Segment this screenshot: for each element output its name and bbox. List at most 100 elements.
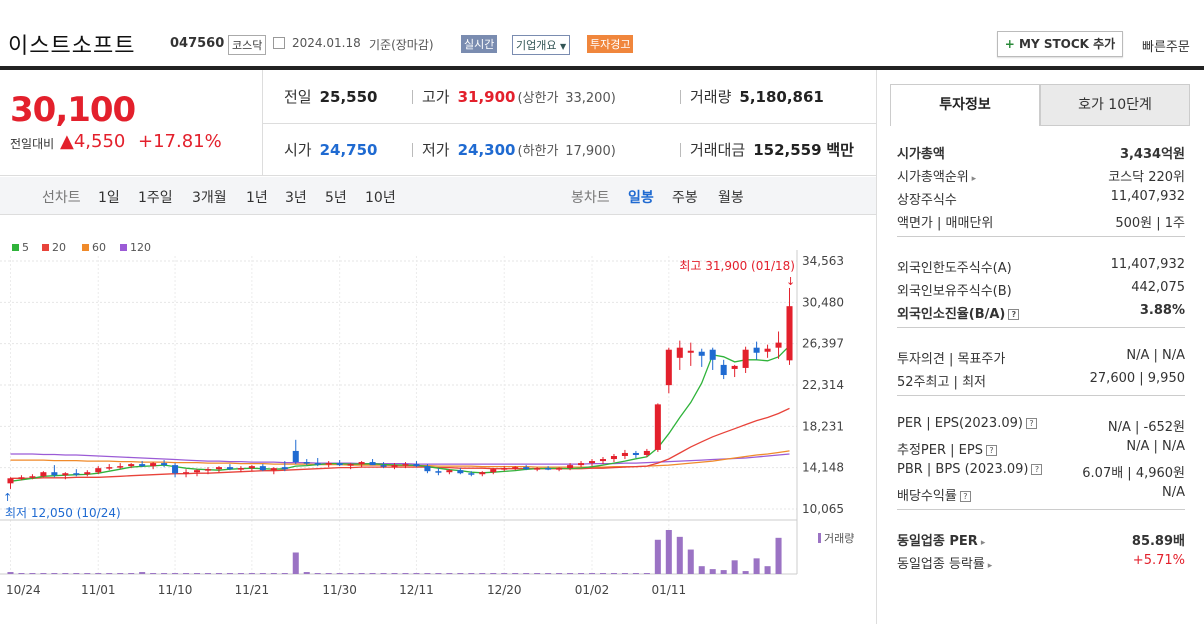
lower-limit-label: (하한가 [517,144,559,159]
amount-unit: 백만 [826,141,854,159]
volume-bar [501,573,508,575]
volume-bar [588,573,596,575]
candle-body [775,342,782,348]
candle-weekly[interactable]: 주봉 [672,190,698,206]
candle-body [391,465,398,467]
company-overview-dropdown[interactable]: 기업개요 ▼ [512,35,571,55]
candle-body [226,467,233,470]
y-tick-label: 14,148 [802,461,844,475]
volume-bar [128,573,135,575]
candle-body [106,467,113,469]
volume-bar [7,572,14,574]
help-icon[interactable]: ? [985,445,997,456]
plus-icon: + [1004,37,1015,51]
period-1w[interactable]: 1주일 [138,190,173,206]
volume-bar [314,573,321,575]
candle-body [512,467,519,469]
volume-bar [325,573,332,575]
volume-bar [731,560,738,574]
change-value: ▲4,550 [60,131,125,152]
legend-swatch [82,244,89,251]
quick-order-link[interactable]: 빠른주문 [1142,40,1190,55]
amount-label: 거래대금 [690,141,746,159]
volume-bar [150,573,157,575]
volume-bar [292,552,299,574]
low-value: 24,300 [457,141,516,159]
candle-body [764,348,771,352]
volume-bar [172,573,179,575]
volume-bar [84,573,91,575]
realtime-badge[interactable]: 실시간 [461,35,498,53]
info-value: 11,407,932 [1110,189,1185,204]
candle-body [128,464,135,467]
info-value: 27,600 | 9,950 [1089,371,1185,386]
separator [680,90,681,104]
help-icon[interactable]: ? [1008,309,1020,320]
candle-body [665,349,672,386]
volume-bar [18,573,25,575]
volume-bar [215,573,222,575]
volume-bar [336,573,343,575]
candle-body [742,349,749,368]
candle-monthly[interactable]: 월봉 [718,190,744,206]
high-annotation: 최고 31,900 (01/18) [679,259,795,273]
lower-limit-value: 17,900) [565,144,616,159]
info-key: PER | EPS(2023.09)? [897,416,1037,431]
period-10y[interactable]: 10년 [365,190,396,206]
volume-bar [599,573,607,575]
info-row: PER | EPS(2023.09)? N/A | -652원 [897,413,1185,436]
period-1y[interactable]: 1년 [246,190,268,206]
candle-body [117,466,124,468]
candle-body [457,470,464,474]
tab-order-book[interactable]: 호가 10단계 [1040,84,1190,126]
period-1d[interactable]: 1일 [98,190,120,206]
volume-bar [654,539,661,574]
legend-swatch [120,244,127,251]
arrow-right-icon: ▸ [984,561,993,571]
candle-body [73,473,80,475]
separator [412,90,413,104]
info-row[interactable]: 시가총액순위 ▸ 코스닥 220위 [897,163,1185,186]
candle-body [292,450,299,463]
candle-body [183,472,190,474]
help-icon[interactable]: ? [959,491,971,502]
arrow-right-icon: ▸ [977,538,986,548]
candle-body [402,464,409,466]
info-row[interactable]: 동일업종 PER ▸ 85.89배 [897,527,1185,550]
help-icon[interactable]: ? [1025,418,1037,429]
candle-daily[interactable]: 일봉 [628,190,654,206]
candle-body [237,468,244,470]
candle-body [523,467,530,470]
info-row[interactable]: 동일업종 등락률 ▸ +5.71% [897,550,1185,573]
candle-body [150,463,157,467]
info-key: 외국인한도주식수(A) [897,261,1012,276]
candle-body [215,467,222,470]
volume-bar [237,573,244,575]
add-my-stock-button[interactable]: + MY STOCK 추가 [997,31,1123,57]
candle-body [720,364,727,376]
volume-bar [73,573,80,575]
candle-body [753,347,760,353]
y-tick-label: 30,480 [802,295,844,309]
x-tick-label: 12/20 [487,583,522,597]
candle-body [40,472,47,477]
help-icon[interactable]: ? [1031,464,1043,475]
volume-bar [347,573,354,575]
group-divider [897,236,1185,254]
candle-body [588,461,596,464]
info-row: 액면가 | 매매단위 500원 | 1주 [897,209,1185,232]
amount-value: 152,559 [753,141,822,159]
volume-bar [51,573,58,575]
moving-average-ma20 [10,407,790,479]
moving-average-ma120 [10,453,790,465]
info-key: 외국인보유주식수(B) [897,284,1012,299]
volume-bar [775,537,782,574]
arrow-down-icon: ↓ [786,275,795,288]
period-5y[interactable]: 5년 [325,190,347,206]
candle-body [687,350,694,353]
x-tick-label: 12/11 [399,583,434,597]
period-3m[interactable]: 3개월 [192,190,227,206]
info-value: N/A | N/A [1126,348,1185,363]
tab-investment-info[interactable]: 투자정보 [890,84,1040,126]
period-3y[interactable]: 3년 [285,190,307,206]
